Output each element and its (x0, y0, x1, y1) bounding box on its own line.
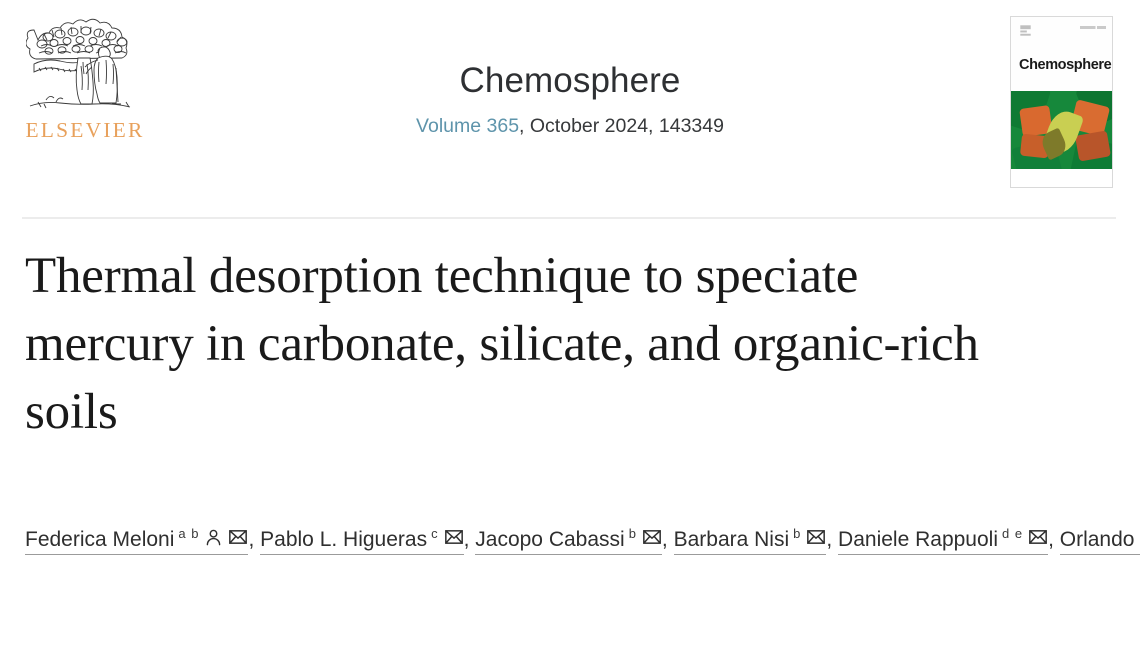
envelope-icon[interactable] (806, 527, 826, 547)
author-list: Federica Meloni a b, Pablo L. Higueras c, … (25, 520, 1140, 561)
author-affiliation-marker: d e (1002, 526, 1024, 541)
envelope-icon[interactable] (642, 527, 662, 547)
author-separator: , (1048, 528, 1060, 551)
author-separator: , (826, 528, 839, 551)
journal-identity: Chemosphere Volume 365, October 2024, 14… (0, 61, 1140, 138)
elsevier-logo[interactable]: ELSEVIER (22, 18, 154, 146)
author-affiliation-marker: b (793, 526, 802, 541)
cover-journal-title: Chemosphere (1019, 57, 1112, 73)
elsevier-mark-icon (1020, 25, 1031, 36)
elsevier-tree-icon (26, 18, 131, 109)
author-entry: Barbara Nisi b, (673, 526, 839, 555)
envelope-icon[interactable] (444, 527, 464, 547)
author-name: Federica Meloni (25, 528, 175, 551)
author-entry: Pablo L. Higueras c, (260, 526, 476, 555)
author-link[interactable]: Pablo L. Higueras c (260, 526, 464, 555)
journal-issue-line: Volume 365, October 2024, 143349 (0, 115, 1140, 138)
author-separator: , (248, 528, 261, 551)
journal-header: ELSEVIER Chemosphere Volume 365, October… (0, 0, 1140, 200)
person-icon[interactable] (204, 528, 223, 547)
author-link[interactable]: Orlando Vasellia b (1059, 528, 1140, 555)
cover-bottom-area (1011, 169, 1112, 187)
article-title: Thermal desorption technique to speciate… (25, 248, 979, 440)
author-separator: , (463, 528, 476, 551)
volume-link[interactable]: Volume 365 (416, 114, 520, 137)
author-link[interactable]: Barbara Nisi b (673, 526, 827, 555)
journal-name: Chemosphere (459, 61, 681, 100)
header-divider (22, 217, 1116, 219)
author-link[interactable]: Jacopo Cabassi b (475, 526, 662, 555)
author-name: Barbara Nisi (673, 528, 790, 551)
author-link[interactable]: Daniele Rappuoli d e (838, 526, 1049, 555)
author-affiliation-marker: a b (178, 526, 200, 541)
author-entry: Jacopo Cabassi b, (475, 526, 674, 555)
author-separator: , (661, 528, 674, 551)
cover-top-area: Chemosphere (1011, 17, 1112, 91)
issue-date-text: , October 2024, 143349 (519, 114, 724, 137)
author-affiliation-marker: c (431, 526, 439, 541)
author-name: Jacopo Cabassi (475, 528, 625, 551)
cover-corner-text (1080, 26, 1106, 29)
journal-cover-thumbnail[interactable]: Chemosphere (1010, 16, 1113, 188)
envelope-icon[interactable] (228, 527, 248, 547)
cover-artwork (1011, 91, 1112, 169)
author-link[interactable]: Federica Meloni a b (25, 526, 249, 555)
author-name: Orlando Vaselli (1059, 528, 1140, 551)
author-affiliation-marker: b (628, 526, 637, 541)
author-entry: Orlando Vasellia b (1059, 528, 1140, 555)
author-name: Pablo L. Higueras (260, 528, 428, 551)
elsevier-wordmark: ELSEVIER (25, 118, 145, 142)
author-entry: Federica Meloni a b, (25, 526, 261, 555)
envelope-icon[interactable] (1028, 527, 1048, 547)
author-name: Daniele Rappuoli (838, 528, 998, 551)
author-entry: Daniele Rappuoli d e, (838, 526, 1060, 555)
